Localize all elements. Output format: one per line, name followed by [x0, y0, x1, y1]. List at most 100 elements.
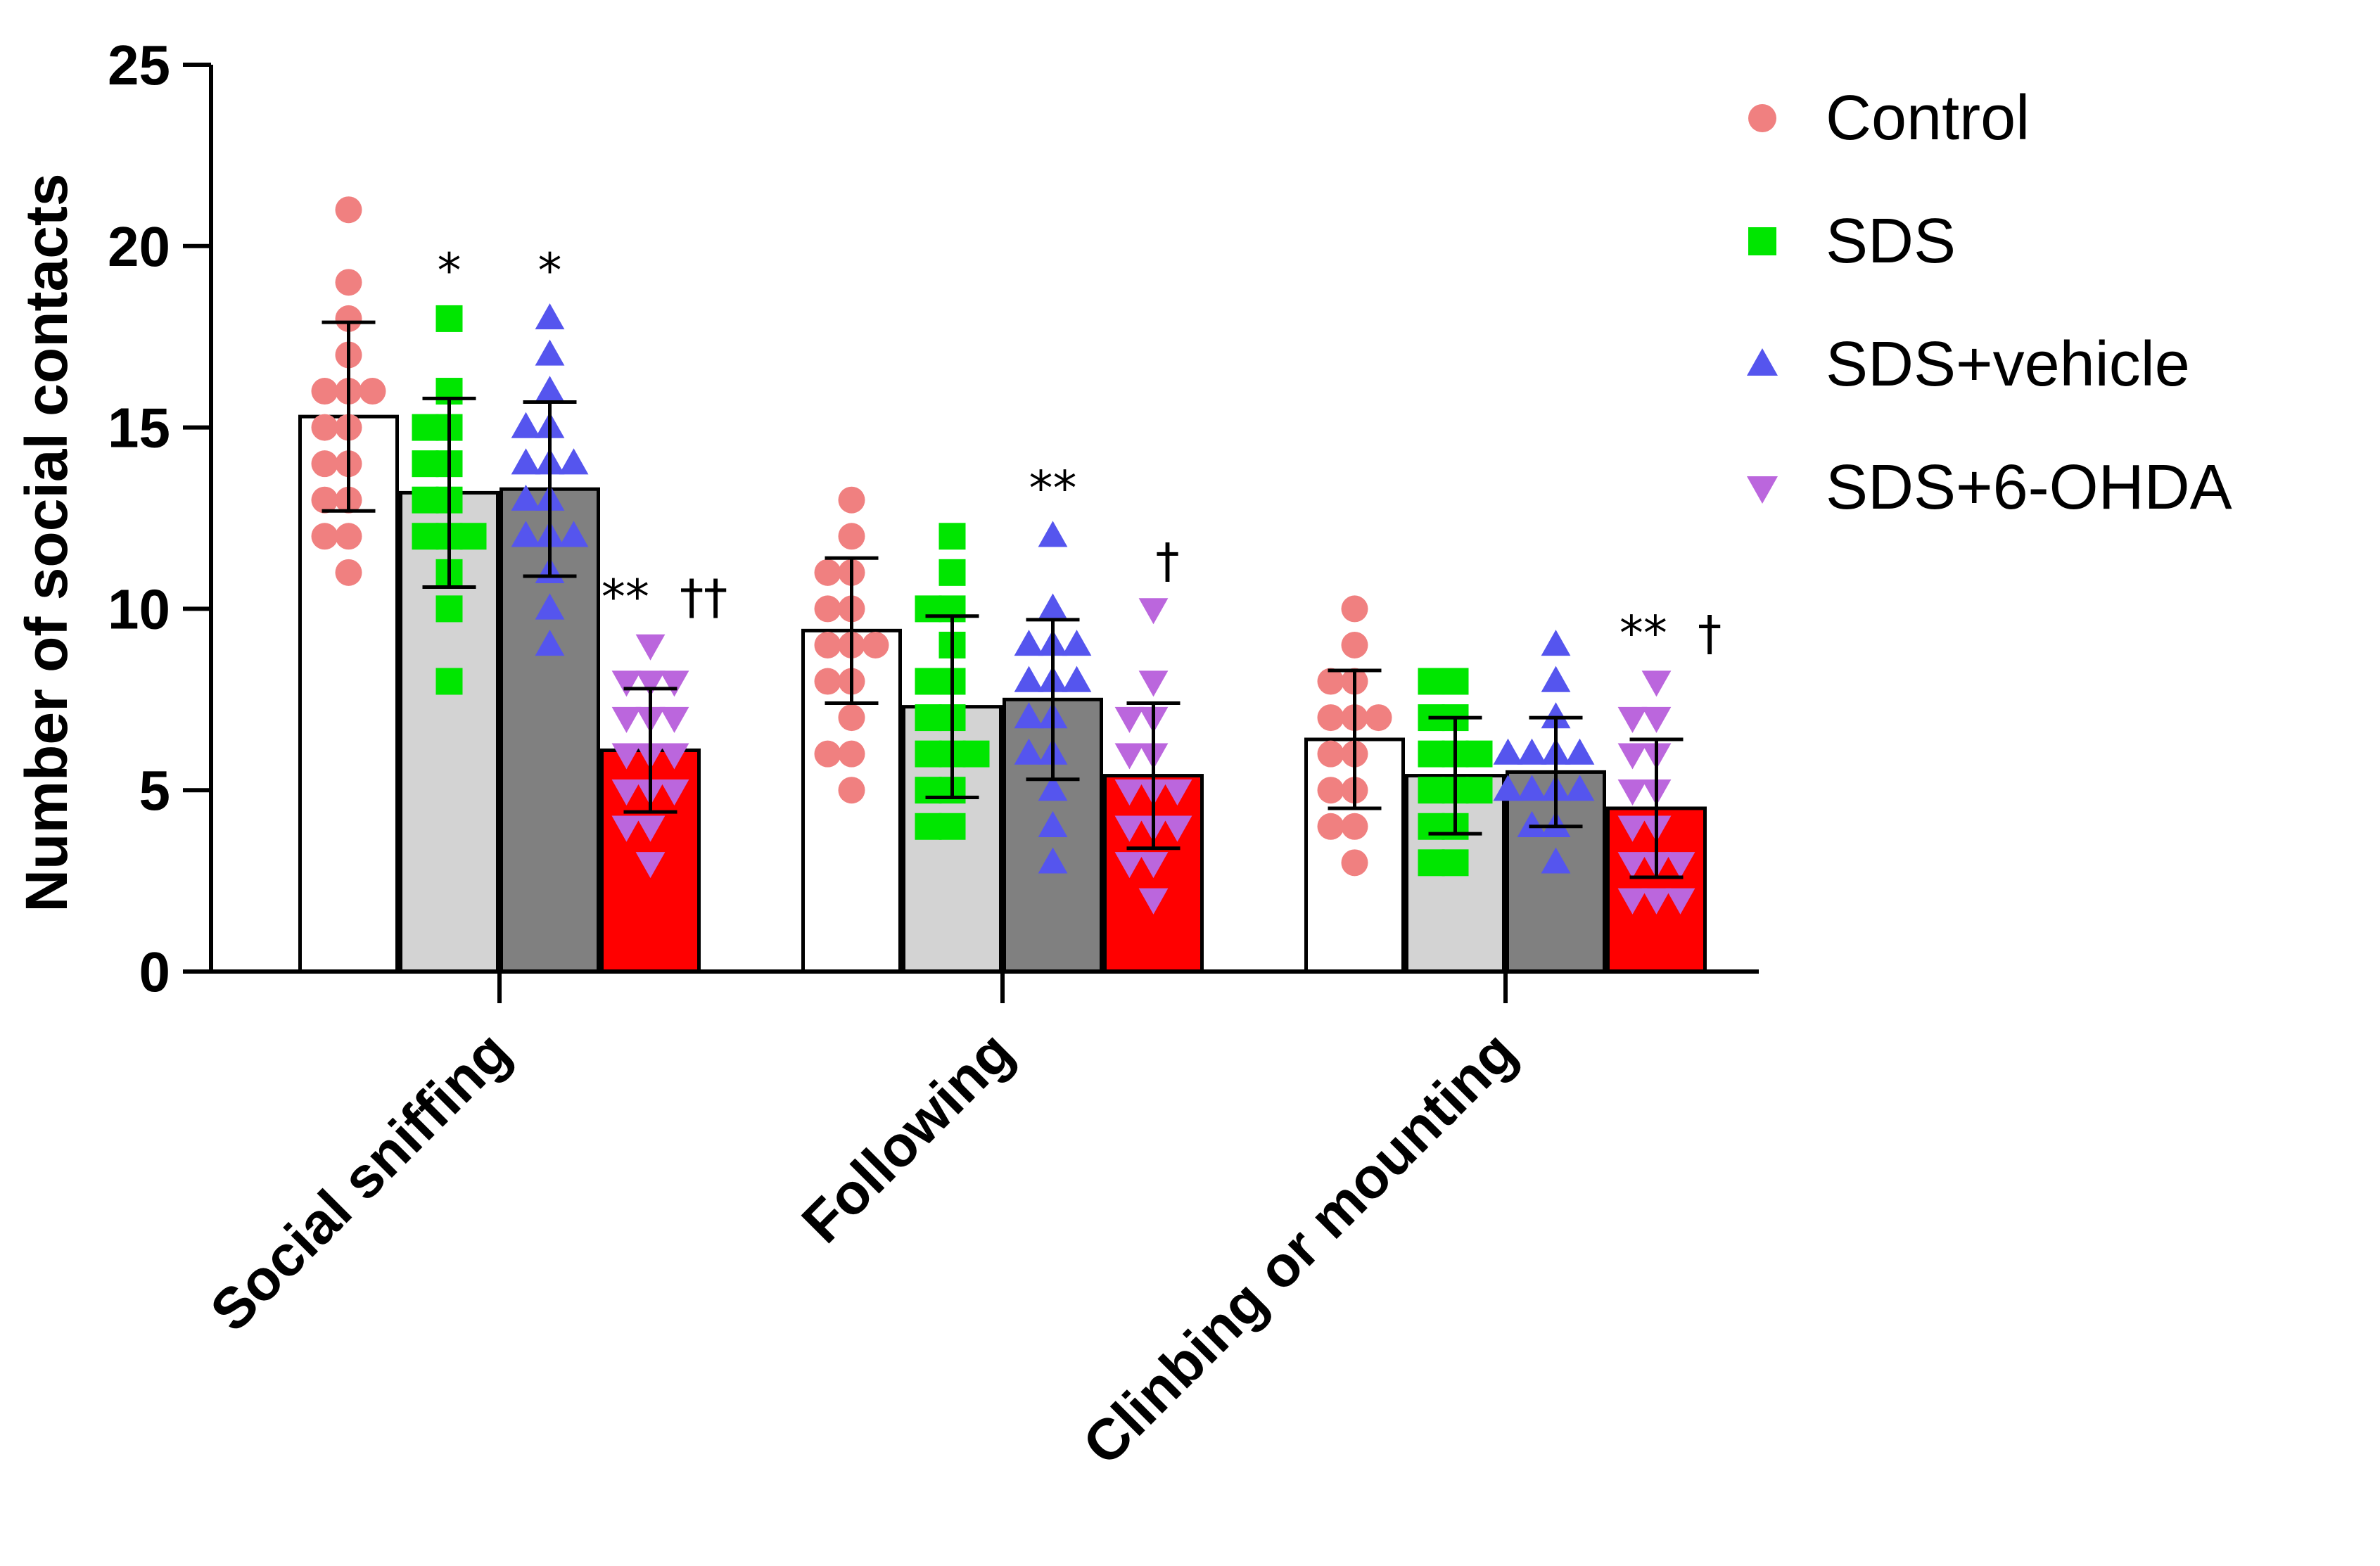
legend-label: SDS+vehicle: [1826, 329, 2190, 400]
data-point: [359, 378, 386, 405]
data-point: [1317, 813, 1344, 840]
data-point: [311, 523, 338, 550]
data-point: [535, 339, 565, 366]
data-point: [1641, 670, 1672, 697]
data-point: [962, 740, 990, 768]
data-point: [915, 813, 942, 840]
data-point: [1038, 810, 1068, 837]
legend-item: Control: [1748, 83, 2030, 153]
data-point: [1317, 704, 1344, 732]
data-point: [814, 595, 841, 623]
data-point: [511, 448, 541, 475]
data-point: [1617, 852, 1648, 879]
data-point: [1365, 704, 1392, 732]
data-point: [1418, 849, 1445, 877]
data-point: [1014, 702, 1044, 729]
x-tick-label: Social sniffing: [198, 1019, 523, 1344]
data-point: [435, 595, 463, 623]
data-point: [412, 523, 439, 550]
data-point: [915, 595, 942, 623]
data-point: [938, 523, 966, 550]
data-point: [1341, 813, 1368, 840]
data-point: [1517, 775, 1547, 801]
error-bar: [1428, 715, 1482, 836]
data-point: [459, 523, 487, 550]
data-point: [635, 815, 666, 842]
data-point: [1465, 777, 1493, 804]
data-point: [611, 670, 642, 697]
data-point: [1317, 668, 1344, 695]
data-point: [611, 779, 642, 806]
error-bar: [1529, 715, 1583, 829]
data-point: [311, 486, 338, 514]
data-point: [814, 668, 841, 695]
legend-label: Control: [1826, 83, 2030, 153]
y-tick-label: 0: [139, 941, 171, 1003]
data-point: [1541, 666, 1571, 692]
data-point: [938, 559, 966, 586]
data-point: [535, 593, 565, 620]
x-tick-label: Following: [790, 1019, 1026, 1255]
data-point: [1541, 847, 1571, 874]
legend-label: SDS: [1826, 206, 1956, 276]
data-point: [635, 634, 666, 661]
data-point: [915, 777, 942, 804]
data-point: [1014, 738, 1044, 765]
error-bar: [523, 400, 577, 578]
data-point: [1641, 706, 1672, 733]
data-point: [311, 414, 338, 441]
legend: Control SDS SDS+vehicle SDS+6-OHDA: [1747, 83, 2232, 523]
legend-marker: [1747, 348, 1778, 376]
legend-marker: [1747, 476, 1778, 504]
data-point: [335, 559, 362, 586]
data-point: [1617, 743, 1648, 770]
data-point: [1341, 595, 1368, 623]
data-point: [659, 779, 689, 806]
data-point: [1418, 740, 1445, 768]
data-point: [635, 852, 666, 879]
data-point: [1162, 779, 1192, 806]
data-point: [611, 815, 642, 842]
error-bar: [422, 396, 476, 589]
data-point: [838, 523, 865, 550]
data-point: [915, 740, 942, 768]
data-point: [1138, 888, 1169, 915]
y-tick-label: 5: [139, 759, 171, 822]
error-bar: [623, 687, 677, 814]
significance-label: *: [438, 243, 462, 299]
y-tick-label: 25: [108, 34, 170, 96]
data-point: [1665, 888, 1695, 915]
error-bar: [322, 320, 376, 513]
significance-label: *: [538, 243, 562, 299]
data-point: [435, 305, 463, 332]
data-point: [1341, 631, 1368, 658]
significance-label: **: [1029, 461, 1077, 516]
data-point: [1565, 775, 1595, 801]
data-point: [1138, 598, 1169, 625]
data-point: [611, 706, 642, 733]
data-point: [915, 668, 942, 695]
data-point: [659, 670, 689, 697]
significance-layer: * *** ††**†** †: [438, 243, 1722, 662]
data-point: [1541, 630, 1571, 656]
data-point: [1114, 852, 1145, 879]
data-point: [311, 378, 338, 405]
error-bar: [1026, 618, 1080, 782]
data-point: [635, 670, 666, 697]
data-point: [1114, 779, 1145, 806]
data-point: [1641, 888, 1672, 915]
points-layer: [311, 196, 1695, 915]
data-point: [1418, 668, 1445, 695]
data-point: [1517, 810, 1547, 837]
data-point: [1617, 779, 1648, 806]
data-point: [838, 740, 865, 768]
data-point: [1418, 777, 1445, 804]
data-point: [435, 668, 463, 695]
data-point: [1138, 670, 1169, 697]
significance-label: ** †: [1619, 606, 1722, 662]
data-point: [1541, 702, 1571, 729]
data-point: [1114, 706, 1145, 733]
data-point: [1038, 775, 1068, 801]
data-point: [311, 450, 338, 478]
data-point: [1442, 849, 1469, 877]
